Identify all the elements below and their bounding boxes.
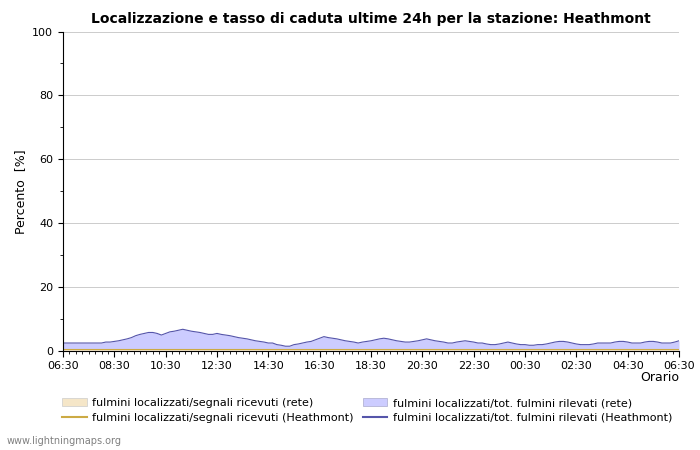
Title: Localizzazione e tasso di caduta ultime 24h per la stazione: Heathmont: Localizzazione e tasso di caduta ultime …: [91, 12, 651, 26]
Text: www.lightningmaps.org: www.lightningmaps.org: [7, 436, 122, 446]
Y-axis label: Percento  [%]: Percento [%]: [14, 149, 27, 234]
Text: Orario: Orario: [640, 371, 679, 384]
Legend: fulmini localizzati/segnali ricevuti (rete), fulmini localizzati/segnali ricevut: fulmini localizzati/segnali ricevuti (re…: [62, 398, 672, 423]
